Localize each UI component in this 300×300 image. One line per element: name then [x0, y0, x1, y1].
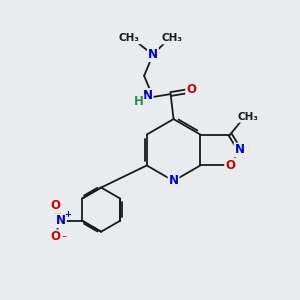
Text: +: +	[64, 210, 71, 219]
Text: N: N	[56, 214, 66, 227]
Text: CH₃: CH₃	[237, 112, 258, 122]
Text: CH₃: CH₃	[162, 33, 183, 43]
Text: N: N	[142, 89, 153, 102]
Text: N: N	[148, 48, 158, 61]
Text: O: O	[186, 83, 196, 96]
Text: O: O	[50, 230, 60, 243]
Text: O: O	[225, 159, 235, 172]
Text: O: O	[50, 200, 60, 212]
Text: N: N	[235, 143, 244, 157]
Text: CH₃: CH₃	[119, 33, 140, 43]
Text: ⁻: ⁻	[61, 234, 67, 244]
Text: N: N	[169, 174, 178, 188]
Text: H: H	[134, 95, 144, 108]
